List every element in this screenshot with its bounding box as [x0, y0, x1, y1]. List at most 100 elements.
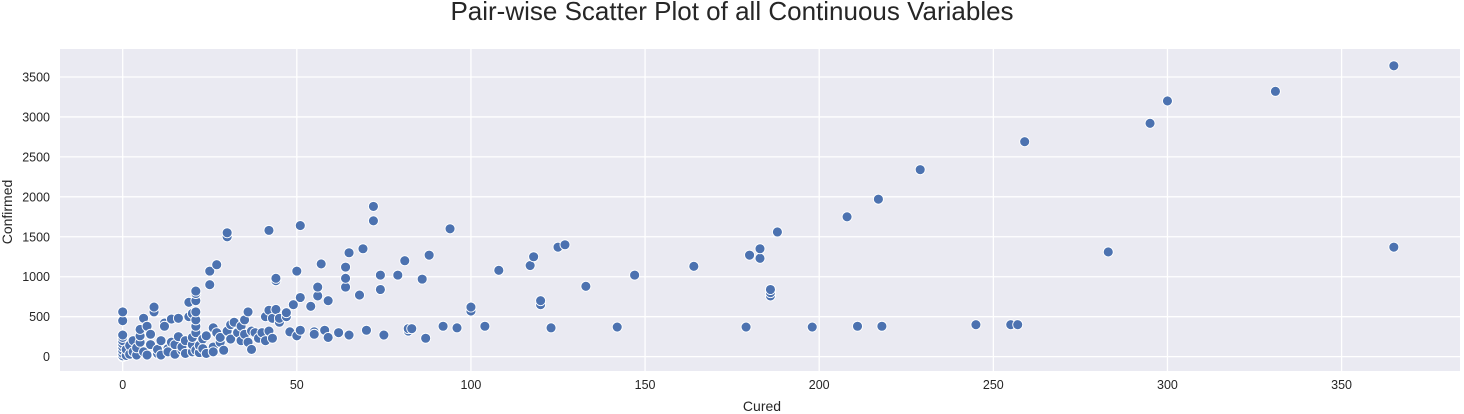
data-point [343, 247, 355, 259]
data-point [200, 330, 212, 342]
data-point [218, 344, 230, 356]
data-point [305, 300, 317, 312]
data-point [312, 281, 324, 293]
data-point [416, 273, 428, 285]
data-point [580, 280, 592, 292]
data-point [294, 220, 306, 232]
data-point [242, 306, 254, 318]
data-point [287, 299, 299, 311]
data-point [1388, 241, 1400, 253]
data-point [423, 249, 435, 261]
data-point [190, 306, 202, 318]
y-tick-label: 3000 [22, 110, 50, 124]
data-point [392, 269, 404, 281]
data-point [914, 164, 926, 176]
data-point [322, 331, 334, 343]
data-point [437, 320, 449, 332]
data-point [294, 324, 306, 336]
data-point [451, 322, 463, 334]
data-point [190, 285, 202, 297]
data-point [465, 301, 477, 313]
data-point [754, 252, 766, 264]
data-point [754, 243, 766, 255]
data-point [322, 295, 334, 307]
data-point [852, 320, 863, 332]
data-point [771, 226, 783, 238]
x-tick-label: 0 [119, 378, 126, 392]
data-point [145, 328, 156, 340]
data-point [744, 249, 756, 261]
x-tick-label: 150 [635, 378, 656, 392]
data-point [211, 259, 223, 271]
x-tick-label: 200 [809, 378, 830, 392]
data-point [340, 272, 352, 284]
data-point [970, 319, 982, 331]
data-points [117, 60, 1400, 363]
data-point [545, 322, 557, 334]
data-point [876, 320, 888, 332]
y-tick-label: 1500 [22, 230, 50, 244]
data-point [214, 331, 226, 343]
data-point [361, 324, 372, 336]
data-point [117, 329, 129, 341]
x-tick-label: 250 [983, 378, 1004, 392]
data-point [141, 349, 153, 361]
data-point [266, 332, 278, 344]
data-point [155, 335, 167, 347]
data-point [367, 200, 379, 212]
data-point [357, 243, 369, 255]
data-point [225, 333, 237, 345]
data-point [207, 346, 219, 358]
data-point [1019, 136, 1031, 148]
data-point [340, 261, 352, 273]
data-point [872, 193, 884, 205]
y-tick-labels: 0 500 1000 1500 2000 2500 3000 3500 [22, 70, 50, 364]
data-point [1102, 246, 1114, 258]
data-point [263, 224, 275, 236]
data-point [1269, 85, 1281, 97]
data-point [172, 312, 184, 324]
data-point [280, 307, 292, 319]
data-point [764, 284, 776, 295]
data-point [1162, 95, 1173, 107]
data-point [315, 258, 327, 270]
y-tick-label: 500 [29, 310, 50, 324]
data-point [406, 323, 418, 335]
grid-lines [60, 49, 1460, 371]
data-point [1144, 117, 1156, 129]
data-point [420, 332, 432, 344]
x-axis-label: Cured [743, 398, 781, 414]
plot-area [60, 49, 1460, 371]
data-point [688, 260, 700, 272]
y-tick-label: 3500 [22, 70, 50, 84]
data-point [204, 265, 216, 277]
data-point [378, 329, 390, 341]
y-axis-label: Confirmed [0, 180, 15, 245]
data-point [221, 227, 233, 239]
data-point [159, 320, 170, 332]
data-point [270, 272, 282, 284]
data-point [333, 327, 345, 339]
data-point [841, 211, 853, 223]
data-point [148, 301, 160, 313]
data-point [204, 279, 216, 291]
x-tick-label: 300 [1157, 378, 1178, 392]
data-point [629, 269, 641, 281]
y-tick-label: 0 [43, 350, 50, 364]
data-point [308, 328, 320, 340]
chart-title: Pair-wise Scatter Plot of all Continuous… [450, 0, 1013, 26]
data-point [806, 321, 818, 333]
data-point [611, 321, 623, 333]
data-point [374, 284, 386, 295]
data-point [343, 329, 355, 341]
x-tick-label: 50 [290, 378, 304, 392]
data-point [444, 223, 456, 235]
data-point [740, 321, 752, 333]
data-point [1388, 60, 1400, 72]
y-tick-label: 1000 [22, 270, 50, 284]
data-point [493, 264, 505, 276]
data-point [354, 289, 365, 301]
x-tick-label: 100 [461, 378, 482, 392]
data-point [399, 255, 411, 267]
